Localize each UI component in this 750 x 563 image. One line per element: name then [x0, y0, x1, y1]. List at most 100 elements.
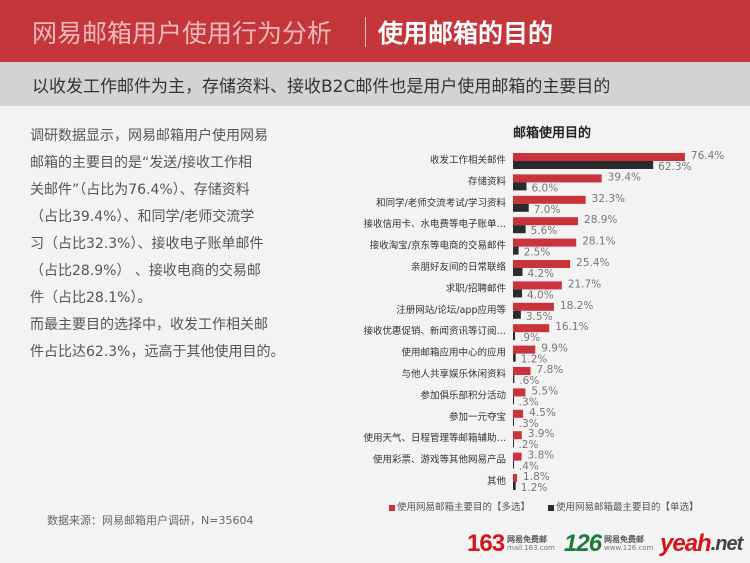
- bar-multi: [513, 238, 577, 247]
- legend-item-multi: 使用网易邮箱主要目的【多选】: [389, 499, 530, 513]
- bar-single: [513, 375, 515, 383]
- value-label-multi: 76.4%: [691, 150, 724, 162]
- bar-multi: [513, 452, 522, 461]
- paragraph-line: （占比28.9%） 、接收电商的交易邮: [30, 263, 261, 279]
- value-label-single: 2.5%: [524, 247, 551, 259]
- category-label: 和同学/老师交流考试/学习资料: [376, 197, 506, 209]
- bar-multi: [513, 409, 524, 418]
- paragraph-line: 而最主要目的选择中，收发工作相关邮: [30, 317, 268, 333]
- legend-label: 使用网易邮箱最主要目的【单选】: [556, 502, 699, 513]
- category-label: 注册网站/论坛/app应用等: [396, 304, 506, 316]
- value-label-multi: 3.9%: [528, 428, 555, 440]
- category-label: 收发工作相关邮件: [430, 154, 507, 166]
- value-label-single: .9%: [520, 332, 540, 344]
- category-label: 接收淘宝/京东等电商的交易邮件: [370, 240, 507, 252]
- value-label-single: .3%: [519, 396, 539, 408]
- value-label-multi: 18.2%: [560, 300, 593, 312]
- category-label: 与他人共享娱乐休闲资料: [401, 368, 506, 380]
- value-label-multi: 9.9%: [541, 343, 568, 355]
- bar-single: [513, 161, 654, 169]
- bar-multi: [513, 153, 685, 161]
- bar-multi: [513, 474, 518, 482]
- value-label-multi: 21.7%: [568, 278, 601, 290]
- bar-single: [513, 353, 516, 362]
- category-label: 求职/招聘邮件: [446, 282, 507, 294]
- value-label-multi: 28.1%: [582, 236, 615, 248]
- category-label: 接收优惠促销、新闻资讯等订阅…: [363, 325, 506, 337]
- bar-single: [513, 289, 522, 298]
- bar-single: [513, 225, 526, 234]
- value-label-single: 4.2%: [527, 268, 554, 280]
- bar-multi: [513, 388, 526, 397]
- value-label-single: .6%: [519, 375, 539, 387]
- bar-single: [513, 396, 514, 405]
- value-label-single: .3%: [519, 418, 539, 430]
- category-label: 亲朋好友间的日常联络: [411, 261, 507, 273]
- summary-text: 以收发工作邮件为主，存储资料、接收B2C邮件也是用户使用邮箱的主要目的: [32, 77, 611, 97]
- bar-single: [513, 417, 514, 426]
- paragraph-line: 件占比达62.3%，远高于其他使用目的。: [30, 344, 285, 360]
- bar-multi: [513, 431, 522, 440]
- logo-126: 126 网易免费邮 www.126.com: [564, 530, 654, 557]
- bar-multi: [513, 281, 562, 290]
- bar-single: [513, 310, 521, 319]
- legend-swatch: [548, 504, 554, 511]
- category-label: 接收信用卡、水电费等电子账单…: [363, 218, 506, 230]
- paragraph-line: 件（占比28.1%）。: [30, 290, 152, 306]
- header-bar: 网易邮箱用户使用行为分析 使用邮箱的目的: [0, 0, 750, 62]
- title-divider: [365, 17, 366, 47]
- value-label-multi: 39.4%: [608, 171, 641, 183]
- value-label-single: 4.0%: [527, 289, 554, 301]
- bar-single: [513, 182, 527, 191]
- bar-single: [513, 203, 529, 212]
- category-label: 存储资料: [468, 175, 507, 187]
- logo-163: 163 网易免费邮 mail.163.com: [467, 530, 555, 557]
- logo-yeah-net: yeah .net: [660, 530, 743, 557]
- category-label: 参加一元夺宝: [449, 411, 506, 423]
- category-label: 使用彩票、游戏等其他网易产品: [373, 454, 506, 466]
- paragraph-line: 习（占比32.3%）、接收电子账单邮件: [30, 236, 264, 252]
- value-label-multi: 28.9%: [584, 214, 617, 226]
- value-label-multi: 7.8%: [537, 364, 564, 376]
- value-label-multi: 4.5%: [529, 407, 556, 419]
- bar-single: [513, 439, 514, 448]
- analysis-paragraph: 调研数据显示，网易邮箱用户使用网易 邮箱的主要目的是“发送/接收工作相 关邮件”…: [30, 123, 330, 366]
- bar-multi: [513, 324, 550, 333]
- bar-multi: [513, 260, 571, 268]
- chart-title: 邮箱使用目的: [513, 126, 592, 141]
- paragraph-line: 调研数据显示，网易邮箱用户使用网易: [30, 128, 268, 144]
- bar-single: [513, 268, 523, 276]
- legend-label: 使用网易邮箱主要目的【多选】: [397, 502, 531, 513]
- category-label: 使用邮箱应用中心的应用: [401, 347, 506, 359]
- page-subtitle: 使用邮箱的目的: [378, 19, 554, 48]
- value-label-single: 6.0%: [532, 182, 559, 194]
- value-label-single: 7.0%: [534, 204, 561, 216]
- category-label: 其他: [487, 475, 507, 487]
- value-label-single: .4%: [519, 461, 539, 473]
- value-label-single: 3.5%: [526, 311, 553, 323]
- value-label-multi: 32.3%: [592, 193, 625, 205]
- legend-swatch: [389, 504, 395, 511]
- bar-multi: [513, 367, 531, 375]
- bar-single: [513, 460, 514, 469]
- value-label-single: 5.6%: [531, 225, 558, 237]
- legend-item-single: 使用网易邮箱最主要目的【单选】: [548, 499, 699, 513]
- bar-single: [513, 246, 519, 255]
- value-label-single: 62.3%: [658, 161, 691, 173]
- bar-multi: [513, 302, 554, 311]
- bar-single: [513, 482, 516, 490]
- bar-multi: [513, 345, 536, 354]
- value-label-single: .2%: [518, 439, 538, 451]
- category-label: 参加俱乐部积分活动: [420, 389, 506, 401]
- paragraph-line: （占比39.4%）、和同学/老师交流学: [30, 209, 255, 225]
- value-label-multi: 1.8%: [523, 471, 550, 483]
- summary-band: [0, 62, 750, 106]
- bar-single: [513, 332, 516, 341]
- paragraph-line: 关邮件”（占比为76.4%）、存储资料: [30, 182, 250, 198]
- data-source: 数据来源：网易邮箱用户调研，N=35604: [47, 514, 254, 527]
- category-label: 使用天气、日程管理等邮箱辅助…: [363, 432, 506, 444]
- paragraph-line: 邮箱的主要目的是“发送/接收工作相: [30, 155, 252, 171]
- value-label-multi: 3.8%: [528, 450, 555, 462]
- bar-multi: [513, 174, 602, 183]
